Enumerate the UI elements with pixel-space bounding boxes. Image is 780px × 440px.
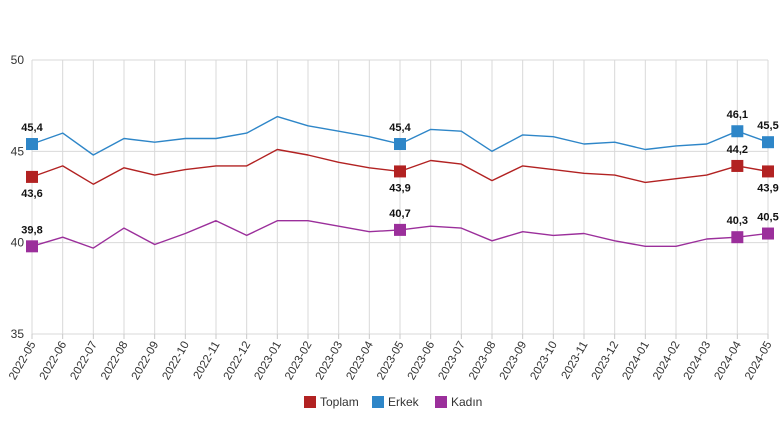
x-tick-label: 2022-11 (192, 340, 223, 382)
x-tick-label: 2023-08 (467, 340, 499, 383)
y-tick-label: 40 (11, 236, 25, 250)
marker-toplam (731, 159, 744, 172)
marker-erkek (394, 138, 406, 151)
data-label-erkek: 45,5 (757, 120, 778, 132)
x-tick-label: 2022-10 (160, 340, 192, 383)
marker-toplam (26, 170, 38, 183)
y-tick-label: 45 (11, 144, 25, 158)
marker-toplam (762, 165, 774, 178)
x-tick-label: 2024-04 (712, 339, 744, 382)
legend-item-erkek[interactable]: Erkek (372, 395, 420, 409)
legend-label-kadın: Kadın (451, 395, 482, 409)
x-tick-label: 2023-12 (590, 340, 622, 383)
marker-erkek (731, 125, 744, 138)
series-markers (26, 125, 774, 253)
x-tick-label: 2022-08 (99, 340, 131, 383)
data-label-kadın: 39,8 (21, 224, 42, 236)
x-tick-label: 2024-01 (620, 340, 652, 383)
data-label-erkek: 45,4 (389, 122, 411, 134)
data-label-toplam: 43,9 (757, 182, 778, 194)
data-label-toplam: 44,2 (727, 144, 748, 156)
x-axis-ticks: 2022-05 2022-06 2022-07 2022-08 2022-09 2022-… (7, 339, 775, 382)
x-tick-label: 2024-03 (682, 340, 714, 383)
legend-swatch-kadın (435, 396, 447, 408)
data-label-kadın: 40,3 (727, 215, 748, 227)
x-tick-label: 2023-04 (344, 339, 376, 382)
x-tick-label: 2023-09 (498, 340, 530, 383)
data-labels: 43,6 43,9 44,2 43,9 45,4 45,4 46,1 45,5 39,8 40,7… (21, 109, 778, 236)
x-tick-label: 2023-05 (375, 340, 407, 383)
x-tick-label: 2023-02 (283, 340, 315, 383)
data-label-erkek: 46,1 (727, 109, 748, 121)
legend-item-kadın[interactable]: Kadın (435, 395, 482, 409)
x-tick-label: 2024-02 (651, 340, 683, 383)
data-label-erkek: 45,4 (21, 122, 43, 134)
x-tick-label: 2024-05 (743, 340, 775, 383)
marker-erkek (26, 138, 38, 151)
legend-label-toplam: Toplam (320, 395, 359, 409)
x-tick-label: 2022-07 (68, 340, 100, 383)
marker-erkek (762, 136, 774, 149)
marker-kadın (26, 240, 38, 253)
x-tick-label: 2023-11 (560, 340, 591, 382)
data-label-kadın: 40,5 (757, 212, 778, 224)
marker-kadın (731, 231, 744, 244)
data-label-toplam: 43,6 (21, 188, 42, 200)
x-tick-label: 2022-06 (38, 340, 70, 383)
grid (31, 59, 769, 339)
x-tick-label: 2023-06 (406, 340, 438, 383)
x-tick-label: 2022-05 (7, 340, 39, 383)
y-axis-ticks: 35 40 45 50 (11, 53, 25, 341)
data-label-kadın: 40,7 (389, 208, 410, 220)
x-tick-label: 2023-03 (314, 340, 346, 383)
x-tick-label: 2022-09 (130, 340, 162, 383)
legend[interactable]: Toplam Erkek Kadın (304, 395, 482, 409)
x-tick-label: 2023-07 (436, 340, 468, 383)
x-tick-label: 2022-12 (222, 340, 254, 383)
legend-label-erkek: Erkek (388, 395, 420, 409)
marker-kadın (762, 227, 774, 240)
marker-toplam (394, 165, 406, 178)
legend-swatch-erkek (372, 396, 384, 408)
x-tick-label: 2023-10 (528, 340, 560, 383)
y-tick-label: 50 (11, 53, 25, 67)
legend-swatch-toplam (304, 396, 316, 408)
y-tick-label: 35 (11, 327, 25, 341)
data-label-toplam: 43,9 (389, 182, 410, 194)
marker-kadın (394, 223, 406, 236)
legend-item-toplam[interactable]: Toplam (304, 395, 359, 409)
x-tick-label: 2023-01 (252, 340, 284, 383)
